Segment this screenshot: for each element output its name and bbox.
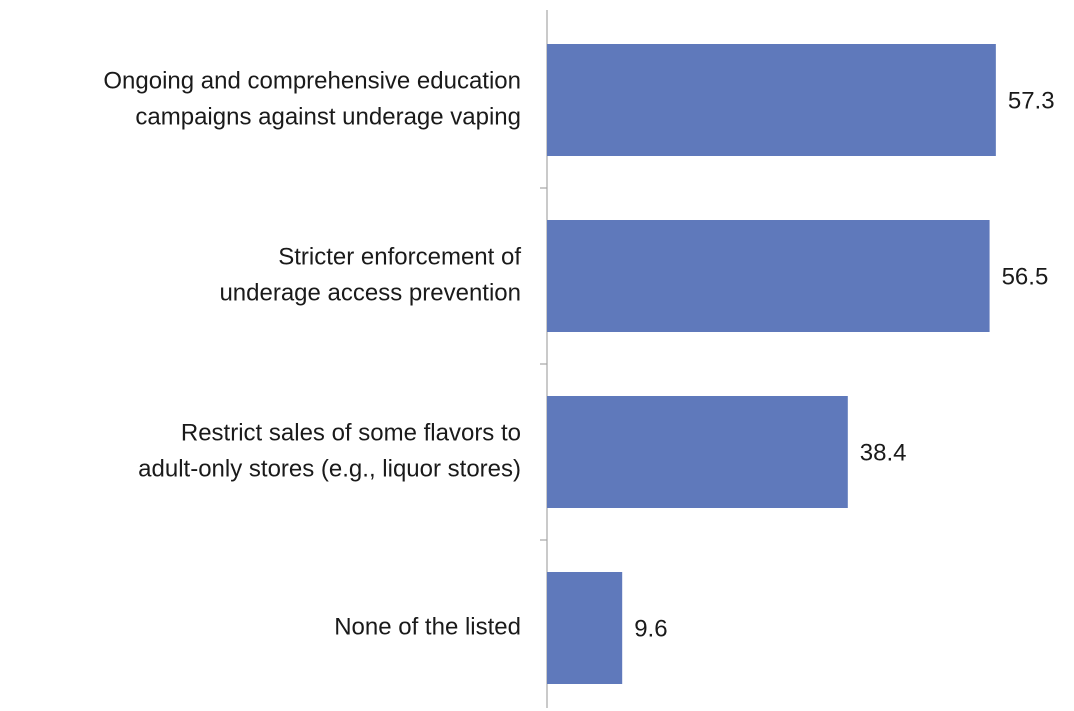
category-label: adult-only stores (e.g., liquor stores)	[138, 455, 521, 482]
value-label: 56.5	[1002, 263, 1049, 290]
category-label: campaigns against underage vaping	[135, 103, 521, 130]
bar	[547, 572, 623, 684]
category-label: Restrict sales of some flavors to	[181, 419, 521, 446]
bar	[547, 396, 848, 508]
bar	[547, 44, 996, 156]
bar	[547, 220, 990, 332]
value-label: 57.3	[1008, 87, 1055, 114]
value-label: 9.6	[634, 615, 667, 642]
category-label: Stricter enforcement of	[278, 243, 521, 270]
category-label: Ongoing and comprehensive education	[103, 67, 521, 94]
category-label: underage access prevention	[219, 279, 521, 306]
value-label: 38.4	[860, 439, 907, 466]
category-label: None of the listed	[334, 613, 521, 640]
